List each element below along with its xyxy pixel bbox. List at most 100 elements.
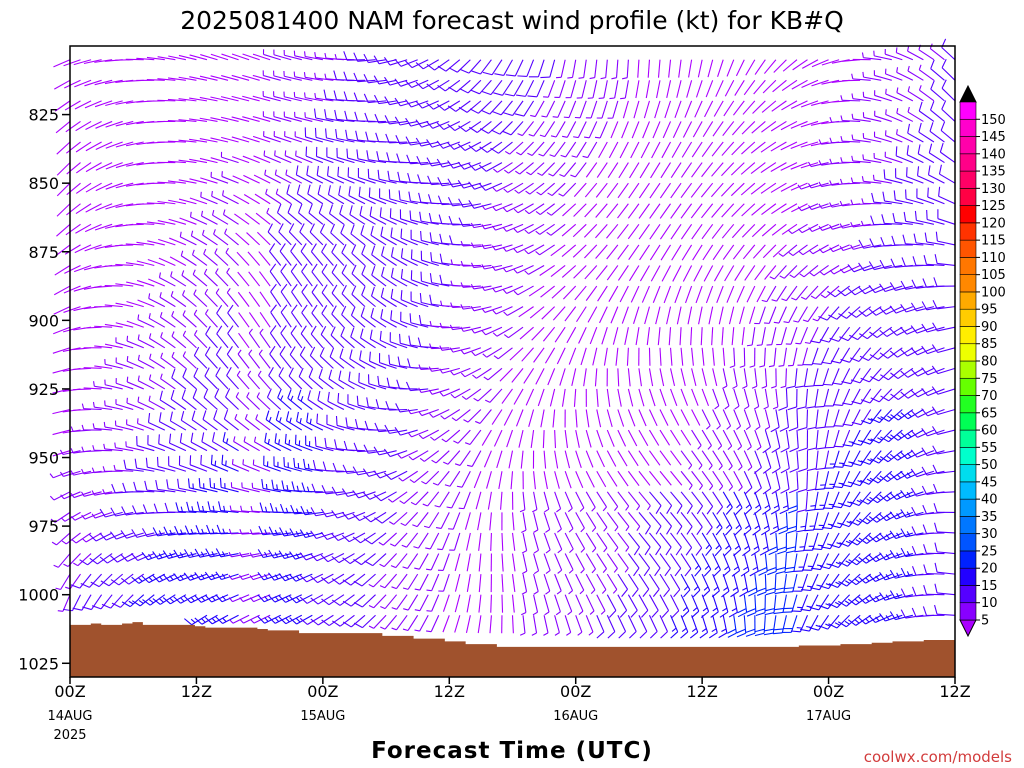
- wind-barb: [289, 594, 313, 604]
- wind-barb: [728, 594, 738, 618]
- colorbar-swatch: [959, 429, 977, 448]
- wind-barb: [300, 325, 313, 349]
- wind-barb: [307, 390, 324, 410]
- wind-barb: [203, 248, 218, 266]
- wind-barb: [169, 411, 187, 431]
- wind-barb: [460, 347, 482, 355]
- wind-barb: [921, 323, 945, 333]
- wind-barb: [638, 182, 650, 199]
- wind-barb: [561, 388, 566, 407]
- wind-barb: [420, 230, 439, 246]
- wind-barb: [373, 94, 397, 105]
- wind-barb: [85, 182, 102, 193]
- wind-barb: [94, 79, 113, 86]
- wind-barb: [676, 306, 682, 325]
- wind-barb: [121, 594, 145, 608]
- wind-barb: [933, 277, 956, 287]
- wind-barb: [860, 470, 882, 485]
- wind-barb: [429, 273, 450, 287]
- wind-barb: [803, 532, 819, 551]
- wind-barb: [778, 347, 787, 367]
- wind-barb: [773, 594, 787, 615]
- wind-barb: [259, 328, 271, 349]
- wind-barb: [842, 388, 861, 406]
- wind-barb: [425, 532, 440, 550]
- wind-barb: [506, 429, 514, 448]
- wind-barb: [167, 77, 186, 81]
- wind-barb: [731, 141, 745, 156]
- wind-barb: [930, 100, 945, 122]
- wind-barb: [299, 614, 324, 625]
- wind-barb: [115, 302, 134, 308]
- wind-barb: [505, 59, 524, 77]
- wind-barb: [868, 306, 893, 316]
- wind-barb: [405, 117, 429, 127]
- wind-barb: [310, 530, 334, 539]
- wind-barb: [900, 509, 924, 518]
- wind-barb: [104, 264, 123, 267]
- wind-barb: [559, 162, 577, 177]
- wind-barb: [181, 389, 197, 410]
- wind-barb: [63, 59, 81, 67]
- wind-barb: [85, 141, 102, 152]
- wind-barb: [622, 59, 629, 80]
- wind-barb: [608, 141, 619, 159]
- wind-barb: [53, 553, 71, 568]
- wind-barb: [431, 450, 450, 464]
- wind-barb: [724, 265, 735, 282]
- wind-barb: [126, 320, 144, 328]
- wind-barb: [913, 233, 934, 246]
- wind-barb: [422, 491, 440, 507]
- wind-barb: [779, 409, 790, 432]
- wind-barb: [103, 421, 123, 431]
- wind-barb: [701, 512, 713, 536]
- wind-barb: [643, 100, 650, 119]
- wind-barb: [617, 573, 629, 598]
- wind-barb: [369, 329, 387, 349]
- wind-barb: [171, 331, 187, 349]
- wind-barb: [547, 368, 556, 386]
- wind-barb: [745, 615, 756, 637]
- wind-barb: [170, 389, 187, 410]
- wind-barb: [64, 100, 81, 111]
- wind-barb: [94, 59, 113, 63]
- wind-barb: [879, 259, 903, 270]
- wind-barb: [457, 161, 482, 170]
- wind-barb: [910, 367, 935, 377]
- wind-barb: [743, 512, 752, 536]
- wind-barb: [890, 388, 914, 400]
- wind-barb: [168, 218, 187, 225]
- wind-barb: [627, 594, 638, 618]
- wind-barb: [74, 79, 92, 88]
- wind-barb: [607, 100, 619, 119]
- wind-barb: [649, 224, 661, 240]
- wind-barb: [50, 511, 71, 523]
- wind-barb: [450, 388, 471, 399]
- wind-barb: [171, 351, 187, 369]
- wind-barb: [755, 594, 766, 617]
- wind-barb: [922, 524, 945, 535]
- colorbar-swatch: [959, 153, 977, 172]
- wind-barb: [114, 442, 134, 452]
- wind-barb: [813, 512, 830, 530]
- wind-barb: [680, 162, 693, 178]
- wind-barb: [189, 455, 208, 472]
- wind-barb: [879, 326, 903, 337]
- wind-barb: [105, 162, 123, 170]
- wind-barb: [491, 244, 513, 251]
- wind-barb: [369, 206, 387, 225]
- wind-barb: [543, 553, 551, 575]
- wind-barb: [720, 182, 735, 197]
- wind-barb: [237, 291, 250, 307]
- wind-barb: [641, 285, 650, 303]
- wind-barb: [840, 95, 861, 102]
- wind-barb: [460, 260, 481, 267]
- wind-barb: [460, 367, 482, 378]
- wind-barb: [332, 462, 355, 473]
- wind-barb: [436, 120, 461, 130]
- y-tick-label: 825: [28, 106, 59, 125]
- wind-barb: [163, 526, 186, 536]
- wind-barb: [800, 141, 819, 148]
- wind-barb: [285, 169, 303, 184]
- wind-barb: [659, 429, 671, 446]
